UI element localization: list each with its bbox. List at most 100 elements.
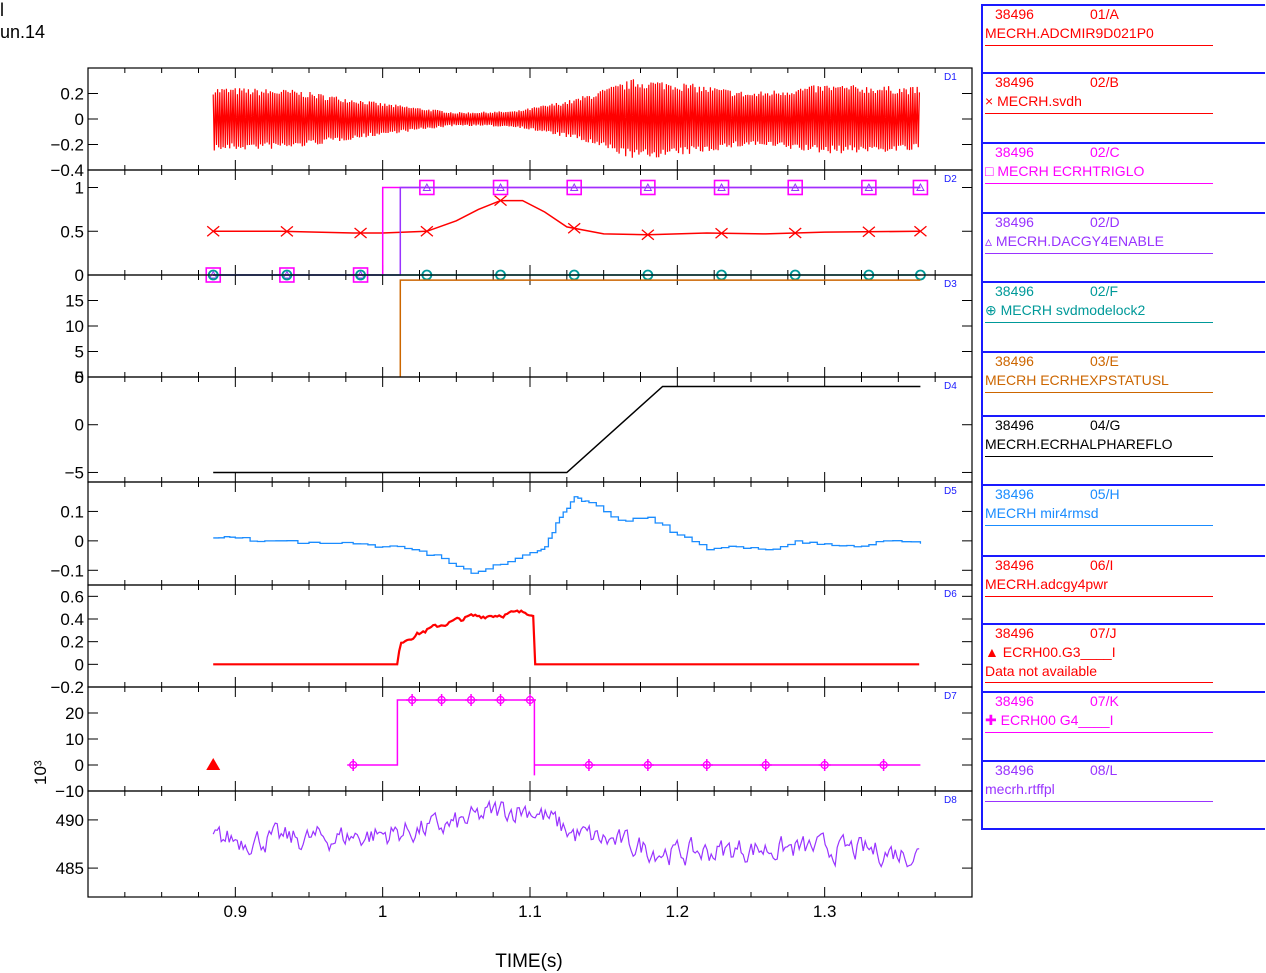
y-tick-label: −0.1: [50, 561, 84, 580]
legend-label: MECRH ECRHEXPSTATUSL: [985, 372, 1169, 388]
legend-note: Data not available: [985, 663, 1098, 679]
legend-underline: [985, 456, 1213, 457]
series-d6-0: [213, 609, 920, 666]
legend-underline: [985, 682, 1213, 683]
legend-panel: 38496 01/A MECRH.ADCMIR9D021P0 38496 02/B × M…: [981, 0, 1266, 830]
legend-underline: [985, 525, 1213, 526]
data-point-x: [788, 227, 802, 239]
panel-frame: [87, 169, 973, 276]
y-tick-label: 10: [65, 317, 84, 336]
legend-label: × MECRH.svdh: [985, 93, 1082, 109]
data-point-plus-circle: [759, 759, 772, 771]
panel-id: D3: [944, 279, 957, 290]
legend-text: MECRH mir4rmsd: [985, 505, 1099, 521]
series-line: [213, 186, 921, 276]
legend-underline: [985, 596, 1213, 597]
data-point-x: [862, 226, 876, 238]
legend-header: 38496 01/A: [995, 6, 1119, 22]
data-point-plus-circle: [347, 759, 360, 771]
legend-marker-icon: ▵: [985, 233, 996, 249]
legend-frame: [981, 4, 983, 830]
legend-label: ✚ ECRH00 G4____I: [985, 712, 1113, 729]
legend-header: 38496 08/L: [995, 762, 1117, 778]
data-point-plus-circle: [877, 759, 890, 771]
panel-d6: 0.6 0.4 0.2 0 −0.2 D6: [50, 584, 973, 697]
y-tick-label: 20: [65, 704, 84, 723]
y-tick-label: 5: [75, 368, 84, 387]
legend-marker-icon: □: [985, 163, 998, 179]
legend-header: 38496 05/H: [995, 486, 1120, 502]
panel-id: D4: [944, 381, 957, 392]
legend-underline: [985, 392, 1213, 393]
series-d1-0: [212, 79, 920, 158]
y-tick-label: 0: [75, 266, 84, 285]
y-tick-label: 15: [65, 292, 84, 311]
legend-text: MECRH.DACGY4ENABLE: [995, 233, 1164, 249]
legend-shot: 38496: [995, 74, 1034, 90]
panel-d4: 5 0 −5 D4: [65, 368, 973, 483]
legend-header: 38496 02/C: [995, 144, 1120, 160]
legend-code: 02/C: [1090, 144, 1120, 160]
legend-header: 38496 07/K: [995, 693, 1119, 709]
data-point-plus-circle: [435, 694, 448, 706]
panel-id: D1: [944, 72, 957, 83]
legend-frame-bottom: [981, 828, 1265, 830]
data-point-triangle: [643, 182, 653, 191]
y-tick-label: 0.4: [60, 610, 84, 629]
y-tick-label: 0: [75, 416, 84, 435]
legend-underline: [985, 732, 1213, 733]
x-tick-label: 0.9: [224, 902, 248, 921]
series-line: [213, 609, 920, 666]
legend-text: MECRH ECRHEXPSTATUSL: [985, 372, 1169, 388]
series-line: [213, 199, 921, 236]
legend-header: 38496 06/I: [995, 557, 1113, 573]
y-tick-label: 0.2: [60, 633, 84, 652]
legend-underline: [985, 113, 1213, 114]
legend-underline: [985, 801, 1213, 802]
legend-text: MECRH svdmodelock2: [1000, 302, 1146, 318]
y-tick-label: 0.1: [60, 502, 84, 521]
legend-code: 02/D: [1090, 214, 1120, 230]
legend-header: 38496 02/D: [995, 214, 1120, 230]
y-tick-label: 0: [75, 756, 84, 775]
y-tick-label: 1: [75, 179, 84, 198]
legend-shot: 38496: [995, 353, 1034, 369]
data-point-x: [641, 229, 655, 241]
legend-entry: 38496 02/F ⊕ MECRH svdmodelock2: [981, 281, 1265, 353]
multi-panel-chart: 0.20−0.2−0.4D110.50D2151050D350−5D40.10−…: [31, 67, 973, 972]
data-point-plus-circle: [818, 759, 831, 771]
legend-entry: 38496 05/H MECRH mir4rmsd: [981, 484, 1265, 557]
y-tick-label: 5: [75, 343, 84, 362]
legend-header: 38496 02/F: [995, 283, 1118, 299]
y-tick-label: −0.2: [50, 136, 84, 155]
legend-code: 03/E: [1090, 353, 1119, 369]
y-tick-label: −5: [65, 463, 84, 482]
legend-label: MECRH.adcgy4pwr: [985, 576, 1108, 592]
legend-entry: 38496 01/A MECRH.ADCMIR9D021P0: [981, 4, 1265, 74]
data-point-plus-circle: [582, 759, 595, 771]
y-tick-label: −0.2: [50, 678, 84, 697]
panel-id: D8: [944, 795, 957, 806]
legend-entry: 38496 02/D ▵ MECRH.DACGY4ENABLE: [981, 212, 1265, 283]
y-tick-label: 490: [56, 811, 84, 830]
data-point-x: [354, 227, 367, 239]
legend-entry: 38496 03/E MECRH ECRHEXPSTATUSL: [981, 351, 1265, 417]
legend-code: 05/H: [1090, 486, 1120, 502]
data-point-triangle: [717, 182, 726, 191]
legend-shot: 38496: [995, 762, 1034, 778]
panel-frame: [87, 274, 973, 378]
legend-entry: 38496 07/K ✚ ECRH00 G4____I: [981, 691, 1265, 762]
data-point-x: [420, 225, 434, 237]
legend-text: MECRH.svdh: [997, 93, 1082, 109]
series-d2-2: [208, 182, 925, 279]
data-point-triangle: [916, 182, 925, 191]
series-d2-0: [206, 195, 927, 241]
legend-code: 06/I: [1090, 557, 1114, 573]
data-point-triangle: [496, 182, 505, 191]
legend-label: mecrh.rtffpl: [985, 781, 1055, 797]
series-d8-0: [212, 799, 920, 868]
header-line-1: l: [0, 0, 4, 20]
legend-label: ▲ ECRH00.G3____I: [985, 644, 1116, 660]
legend-shot: 38496: [995, 144, 1034, 160]
